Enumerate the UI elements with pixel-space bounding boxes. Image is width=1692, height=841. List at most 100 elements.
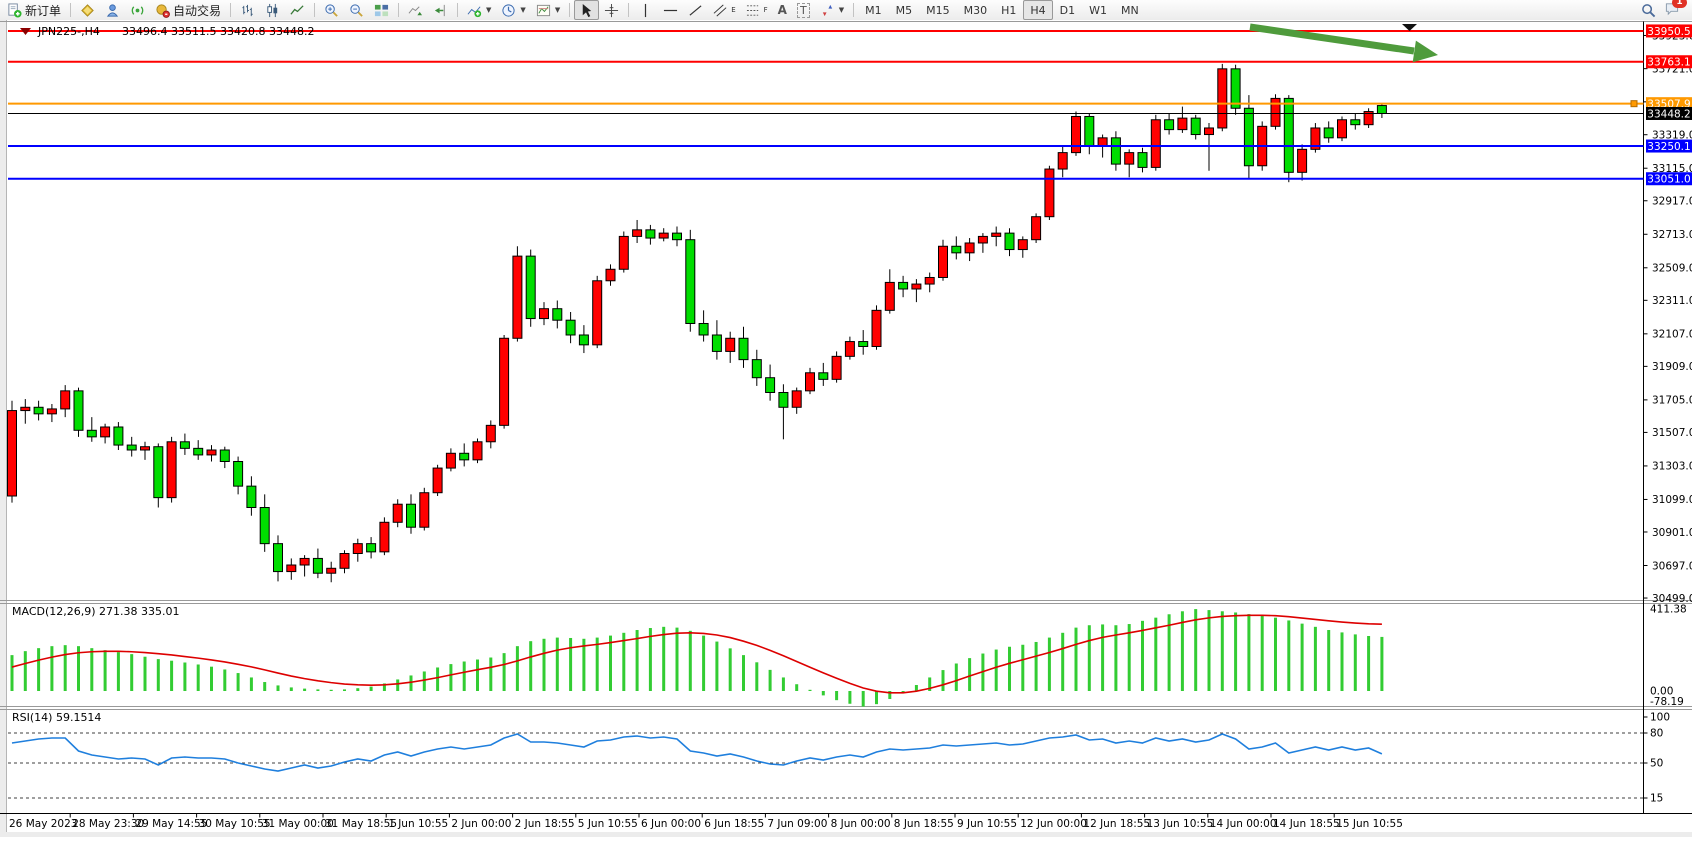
macd-histogram-bar [143, 656, 147, 691]
strategy-tester-button[interactable] [100, 0, 125, 20]
candlestick-chart-button[interactable] [260, 0, 285, 20]
timeframe-button-M1[interactable]: M1 [865, 3, 882, 17]
macd-histogram-bar [1340, 632, 1344, 691]
indicators-button[interactable]: ▼ [462, 0, 496, 20]
timeframe-button-H1[interactable]: H1 [1001, 3, 1017, 17]
autotrading-button[interactable]: 自动交易 [150, 0, 226, 20]
timeframe-button-W1[interactable]: W1 [1089, 3, 1107, 17]
zoom-in-button[interactable] [319, 0, 344, 20]
timeframe-button-MN[interactable]: MN [1121, 3, 1139, 17]
candle-down [778, 391, 789, 408]
candle-up [206, 449, 217, 456]
price-level-badge-label: 33051.0 [1647, 174, 1690, 186]
candle-up [100, 426, 111, 438]
label-tool-button[interactable]: T [792, 0, 815, 20]
arrow-shaft [1249, 23, 1415, 55]
macd-histogram-bar [968, 658, 972, 691]
time-label: 29 May 14:55 [135, 818, 207, 830]
line-handle[interactable] [1630, 100, 1638, 108]
time-label: 7 Jun 09:00 [767, 818, 827, 830]
macd-histogram-bar [329, 689, 333, 691]
bar-chart-button[interactable] [235, 0, 260, 20]
tile-windows-button[interactable] [369, 0, 394, 20]
candle-up [432, 467, 443, 494]
channel-tool-button[interactable]: E [708, 0, 740, 20]
timeframe-button-D1[interactable]: D1 [1059, 3, 1076, 17]
macd-histogram-bar [515, 646, 519, 691]
macd-histogram-bar [728, 648, 732, 691]
timeframe-group: M1 M5 M15 M30 H1 H4 D1 W1 MN [858, 0, 1146, 20]
notifications-button[interactable]: 1 [1664, 0, 1687, 19]
timeframe-button-M15[interactable]: M15 [926, 3, 950, 17]
auto-scroll-button[interactable] [403, 0, 428, 20]
window-bottom-edge [0, 832, 1692, 837]
candle-down [1243, 107, 1254, 167]
timeframe-button-H4[interactable]: H4 [1023, 0, 1053, 20]
macd-histogram-bar [875, 691, 878, 705]
horizontal-line-tool-button[interactable] [658, 0, 683, 20]
macd-histogram-bar [954, 663, 958, 691]
signals-button[interactable] [125, 0, 150, 20]
macd-histogram-bar [848, 691, 852, 704]
macd-histogram-bar [595, 637, 599, 691]
periods-button[interactable]: ▼ [496, 0, 530, 20]
candle-down [1283, 97, 1294, 173]
timeframe-button-M5[interactable]: M5 [895, 3, 913, 17]
macd-pane [10, 609, 1384, 707]
metaeditor-icon [81, 3, 94, 17]
candle-down [1350, 119, 1361, 126]
candle-up [1204, 127, 1214, 136]
candle-up [725, 337, 736, 352]
macd-histogram-bar [688, 630, 692, 691]
macd-histogram-bar [808, 689, 812, 691]
time-label: 14 Jun 18:55 [1273, 818, 1340, 830]
timeframe-button-M30[interactable]: M30 [963, 3, 988, 17]
macd-histogram-bar [1234, 612, 1238, 691]
trend-arrow-annotation[interactable] [1249, 23, 1438, 63]
candle-down [233, 460, 244, 487]
new-order-button[interactable]: 新订单 [2, 0, 66, 20]
candle-up [991, 232, 1002, 237]
price-level-badge-label: 33950.5 [1647, 26, 1690, 38]
trendline-tool-button[interactable] [683, 0, 708, 20]
time-label: 9 Jun 10:55 [957, 818, 1017, 830]
dropdown-caret-icon: ▼ [520, 6, 526, 14]
line-chart-button[interactable] [285, 0, 310, 20]
time-label: 28 May 23:30 [72, 818, 144, 830]
cursor-tool-button[interactable] [574, 0, 600, 20]
chart-shift-marker[interactable] [1402, 24, 1417, 31]
templates-button[interactable]: ▼ [531, 0, 565, 20]
main-toolbar: 新订单 自动交易 ▼ ▼ ▼ E F A T ▼ M1 M5 M15 M30 H1 H4 D… [0, 0, 1692, 21]
chart-window[interactable]: 33923.033721.033519.033319.033115.032917… [0, 20, 1692, 841]
vertical-line-tool-button[interactable] [633, 0, 658, 20]
indicators-icon [467, 5, 482, 17]
candle-up [1310, 127, 1321, 150]
macd-histogram-bar [276, 685, 280, 691]
chart-canvas[interactable]: 33923.033721.033519.033319.033115.032917… [0, 20, 1692, 837]
crosshair-tool-button[interactable] [599, 0, 624, 20]
macd-histogram-bar [702, 635, 706, 691]
arrows-tool-button[interactable]: ▼ [815, 0, 849, 20]
macd-histogram-bar [170, 660, 174, 691]
price-tick-label: 33115.0 [1652, 163, 1692, 175]
symbol-dropdown-icon[interactable] [20, 28, 31, 35]
macd-histogram-bar [1247, 614, 1251, 691]
candle-up [977, 235, 988, 244]
macd-signal-line [11, 614, 1382, 694]
metaeditor-button[interactable] [75, 0, 100, 20]
macd-histogram-bar [422, 671, 426, 691]
horizontal-line-icon [664, 9, 678, 11]
chart-shift-button[interactable] [428, 0, 453, 20]
macd-histogram-bar [316, 689, 320, 691]
chart-background[interactable] [0, 20, 1692, 837]
price-tick-label: 31099.0 [1652, 494, 1692, 506]
toolbar-separator [70, 3, 72, 17]
macd-histogram-bar [1008, 646, 1011, 691]
search-icon[interactable] [1641, 3, 1656, 18]
text-tool-button[interactable]: A [773, 0, 792, 20]
price-tick-label: 32311.0 [1652, 295, 1692, 307]
candle-up [299, 557, 310, 566]
fibonacci-tool-button[interactable]: F [741, 0, 773, 20]
macd-histogram-bar [1220, 611, 1224, 691]
zoom-out-button[interactable] [344, 0, 369, 20]
